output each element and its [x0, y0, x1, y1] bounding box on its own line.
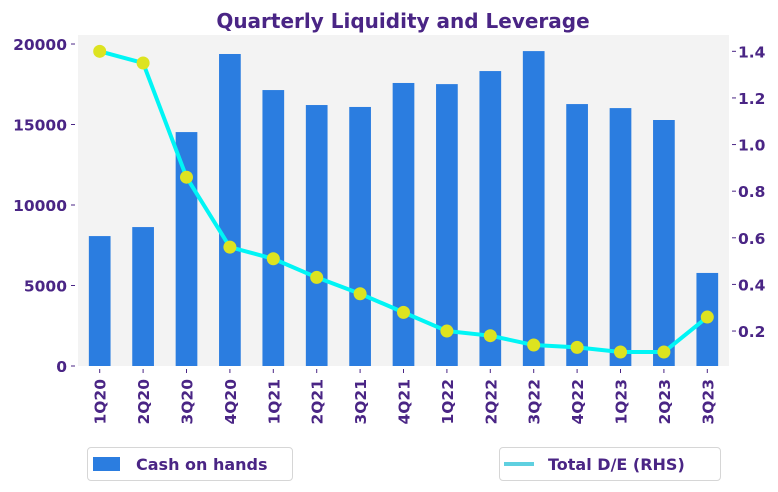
de-point-4Q22	[570, 340, 584, 354]
right-tick-label: 1.0	[738, 137, 766, 155]
x-tick-label: 3Q20	[179, 379, 197, 425]
left-y-axis: 0 5000 10000 15000 20000	[13, 36, 75, 376]
x-tick-label: 4Q21	[396, 379, 414, 425]
x-tick-label: 3Q22	[526, 379, 544, 425]
left-tick-label: 0	[56, 358, 67, 376]
chart-title: Quarterly Liquidity and Leverage	[216, 9, 589, 33]
x-tick-label: 3Q21	[352, 379, 370, 425]
de-point-3Q20	[180, 170, 193, 184]
x-tick-label: 1Q23	[613, 379, 631, 425]
de-point-1Q21	[266, 252, 280, 266]
bar-1Q23	[609, 108, 632, 367]
left-tick-label: 10000	[13, 197, 67, 215]
de-point-3Q23	[700, 310, 714, 324]
right-tick-label: 1.4	[738, 43, 766, 61]
bar-series	[88, 51, 719, 367]
bar-4Q21	[392, 82, 415, 366]
x-tick-label: 1Q21	[265, 379, 283, 425]
bar-2Q20	[132, 227, 154, 366]
bar-3Q21	[349, 106, 371, 366]
right-tick-label: 0.6	[738, 230, 765, 248]
de-point-4Q20	[223, 240, 237, 254]
legend-bar-swatch	[93, 457, 120, 471]
right-y-axis: 0.2 0.4 0.6 0.8 1.0 1.2 1.4	[732, 43, 766, 341]
bar-4Q22	[566, 104, 588, 366]
de-point-2Q22	[483, 329, 497, 343]
de-point-2Q21	[310, 270, 324, 284]
x-tick-label: 4Q22	[569, 379, 587, 425]
x-tick-label: 2Q20	[135, 379, 153, 425]
de-point-1Q22	[440, 324, 454, 338]
x-axis: 1Q20 2Q20 3Q20 4Q20 1Q21 2Q21 3Q21 4Q21 1Q22 2Q22…	[92, 369, 717, 425]
legend-label-cash: Cash on hands	[136, 454, 268, 474]
bar-1Q22	[436, 84, 458, 366]
bar-2Q21	[305, 105, 328, 366]
x-tick-label: 4Q20	[222, 379, 240, 425]
de-point-2Q23	[657, 345, 671, 359]
x-tick-label: 1Q22	[439, 379, 457, 425]
de-point-2Q20	[136, 56, 150, 70]
de-point-1Q23	[614, 345, 627, 359]
left-tick-label: 5000	[24, 278, 67, 296]
bar-1Q21	[262, 90, 285, 367]
legend-cash: Cash on hands	[87, 447, 293, 481]
left-tick-label: 15000	[13, 117, 67, 135]
right-tick-label: 0.8	[738, 183, 765, 201]
x-tick-label: 2Q23	[656, 379, 674, 425]
bar-1Q20	[88, 236, 111, 366]
legend-de: Total D/E (RHS)	[499, 447, 721, 481]
bar-3Q20	[175, 132, 198, 366]
de-point-3Q21	[353, 287, 367, 301]
legend-line-swatch	[504, 462, 534, 466]
bar-3Q22	[522, 51, 545, 367]
x-tick-label: 2Q22	[482, 379, 500, 425]
bar-4Q20	[219, 53, 241, 367]
de-point-3Q22	[527, 338, 541, 352]
right-tick-label: 0.2	[738, 323, 765, 341]
left-tick-label: 20000	[13, 36, 67, 54]
right-tick-label: 0.4	[738, 276, 766, 294]
x-tick-label: 1Q20	[92, 379, 110, 425]
bar-2Q23	[653, 120, 675, 366]
x-tick-label: 2Q21	[309, 379, 327, 425]
legend-label-de: Total D/E (RHS)	[548, 454, 685, 474]
bar-2Q22	[479, 71, 502, 366]
x-tick-label: 3Q23	[699, 379, 717, 425]
de-point-4Q21	[397, 305, 410, 319]
line-series	[93, 44, 714, 359]
right-tick-label: 1.2	[738, 90, 765, 108]
de-point-1Q20	[93, 44, 107, 58]
